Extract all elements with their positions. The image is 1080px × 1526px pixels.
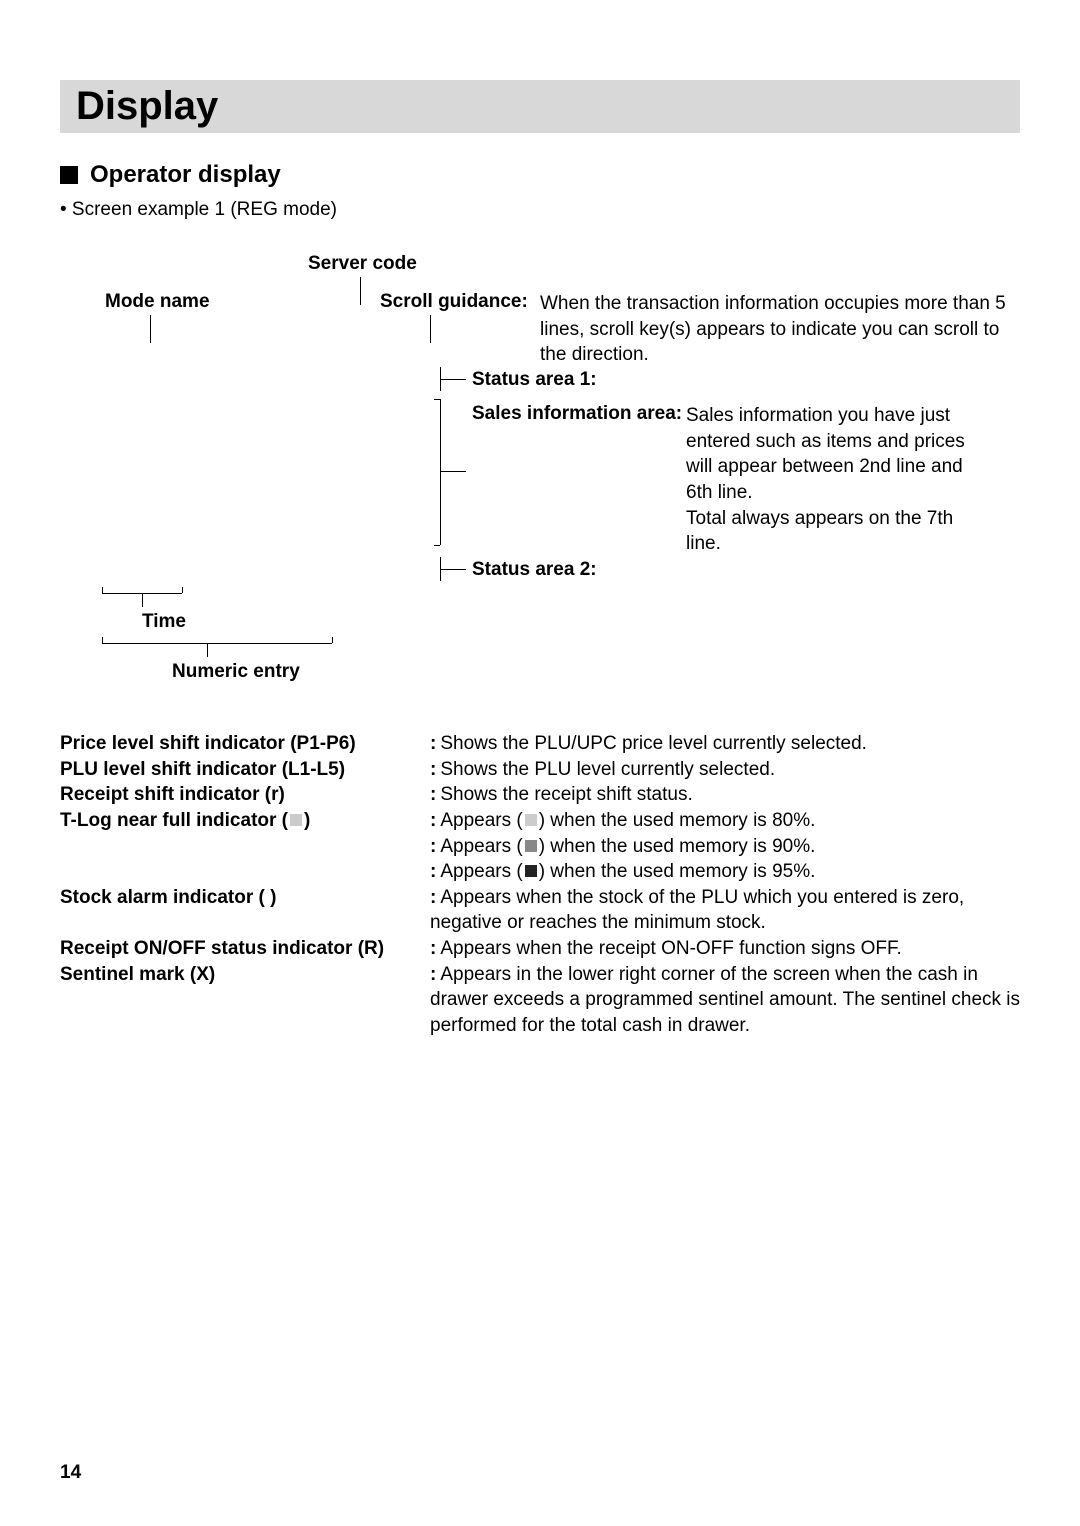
subheading: Operator display — [90, 161, 281, 189]
label-time: Time — [142, 611, 186, 633]
label-numeric-entry: Numeric entry — [172, 661, 300, 683]
lead-sales-bot-tip — [434, 545, 440, 546]
term-receipt-shift: Receipt shift indicator (r) — [60, 782, 430, 808]
def-price-level-text: Shows the PLU/UPC price level currently … — [440, 733, 867, 754]
numeric-bracket-stem — [207, 643, 208, 657]
body-sales-info: Sales information you have just entered … — [686, 403, 976, 557]
lead-mode-name — [150, 315, 151, 343]
page-number: 14 — [60, 1462, 81, 1484]
row-stock-alarm: Stock alarm indicator ( ) :Appears when … — [60, 885, 1020, 936]
tlog90-pre: Appears ( — [440, 836, 522, 857]
term-stock-alarm: Stock alarm indicator ( ) — [60, 885, 430, 911]
tlog95-pre: Appears ( — [440, 861, 522, 882]
def-stock-alarm-text: Appears when the stock of the PLU which … — [430, 887, 964, 934]
tlog90-square-icon — [525, 840, 537, 852]
term-sentinel: Sentinel mark (X) — [60, 962, 430, 988]
row-receipt-shift: Receipt shift indicator (r) :Shows the r… — [60, 782, 1020, 808]
row-tlog-90: :Appears () when the used memory is 90%. — [60, 834, 1020, 860]
page-title: Display — [76, 84, 218, 128]
def-receipt-shift-text: Shows the receipt shift status. — [440, 784, 692, 805]
lead-sales-top-tip — [434, 399, 440, 400]
row-price-level: Price level shift indicator (P1-P6) :Sho… — [60, 731, 1020, 757]
def-receipt-onoff: :Appears when the receipt ON-OFF functio… — [430, 936, 1020, 962]
def-sentinel: :Appears in the lower right corner of th… — [430, 962, 1020, 1039]
lead-status2-bracket — [440, 557, 441, 581]
numeric-bracket-top — [102, 643, 332, 644]
row-plu-level: PLU level shift indicator (L1-L5) :Shows… — [60, 757, 1020, 783]
subheading-row: Operator display — [60, 161, 1020, 189]
def-stock-alarm: :Appears when the stock of the PLU which… — [430, 885, 1020, 936]
body-scroll-guidance: When the transaction information occupie… — [540, 291, 1020, 368]
tlog95-post: ) when the used memory is 95%. — [539, 861, 816, 882]
label-status-area-1: Status area 1: — [472, 369, 597, 391]
lead-status1-h — [440, 379, 466, 380]
row-receipt-onoff: Receipt ON/OFF status indicator (R) :App… — [60, 936, 1020, 962]
term-tlog: T-Log near full indicator () — [60, 808, 430, 834]
time-bracket-r — [182, 587, 183, 593]
page: Display Operator display • Screen exampl… — [0, 0, 1080, 1526]
def-sentinel-text: Appears in the lower right corner of the… — [430, 964, 1020, 1036]
tlog80-pre: Appears ( — [440, 810, 522, 831]
lead-status1-bracket — [440, 367, 441, 391]
tlog80-square-icon — [525, 814, 537, 826]
tlog80-post: ) when the used memory is 80%. — [539, 810, 816, 831]
lead-sales-bracket-h — [440, 471, 466, 472]
term-receipt-onoff: Receipt ON/OFF status indicator (R) — [60, 936, 430, 962]
row-tlog: T-Log near full indicator () :Appears ()… — [60, 808, 1020, 834]
def-receipt-onoff-text: Appears when the receipt ON-OFF function… — [440, 938, 901, 959]
lead-sales-bracket-v — [440, 399, 441, 545]
label-sales-info: Sales information area: — [472, 403, 682, 425]
lead-scroll-guidance — [430, 315, 431, 343]
row-sentinel: Sentinel mark (X) :Appears in the lower … — [60, 962, 1020, 1039]
tlog95-square-icon — [525, 865, 537, 877]
lead-server-code — [360, 277, 361, 305]
def-receipt-shift: :Shows the receipt shift status. — [430, 782, 1020, 808]
term-tlog-post: ) — [304, 810, 310, 831]
label-scroll-guidance: Scroll guidance: — [380, 291, 528, 313]
lead-status2-h — [440, 569, 466, 570]
time-bracket-l — [102, 587, 103, 593]
def-plu-level-text: Shows the PLU level currently selected. — [440, 759, 775, 780]
tlog-square-icon — [290, 814, 302, 826]
numeric-bracket-r — [332, 637, 333, 643]
def-plu-level: :Shows the PLU level currently selected. — [430, 757, 1020, 783]
square-bullet-icon — [60, 166, 78, 184]
def-price-level: :Shows the PLU/UPC price level currently… — [430, 731, 1020, 757]
tlog90-post: ) when the used memory is 90%. — [539, 836, 816, 857]
numeric-bracket-l — [102, 637, 103, 643]
example-caption: • Screen example 1 (REG mode) — [60, 199, 1020, 221]
term-tlog-pre: T-Log near full indicator ( — [60, 810, 288, 831]
indicator-definitions: Price level shift indicator (P1-P6) :Sho… — [60, 731, 1020, 1039]
title-bar: Display — [60, 80, 1020, 133]
display-diagram: Server code Mode name Scroll guidance: W… — [60, 241, 1020, 711]
def-tlog-80: :Appears () when the used memory is 80%. — [430, 808, 1020, 834]
def-tlog-95: :Appears () when the used memory is 95%. — [430, 859, 1020, 885]
label-mode-name: Mode name — [105, 291, 210, 313]
term-price-level: Price level shift indicator (P1-P6) — [60, 731, 430, 757]
def-tlog-90: :Appears () when the used memory is 90%. — [430, 834, 1020, 860]
label-server-code: Server code — [308, 253, 417, 275]
term-plu-level: PLU level shift indicator (L1-L5) — [60, 757, 430, 783]
time-bracket-stem — [142, 593, 143, 607]
row-tlog-95: :Appears () when the used memory is 95%. — [60, 859, 1020, 885]
label-status-area-2: Status area 2: — [472, 559, 597, 581]
